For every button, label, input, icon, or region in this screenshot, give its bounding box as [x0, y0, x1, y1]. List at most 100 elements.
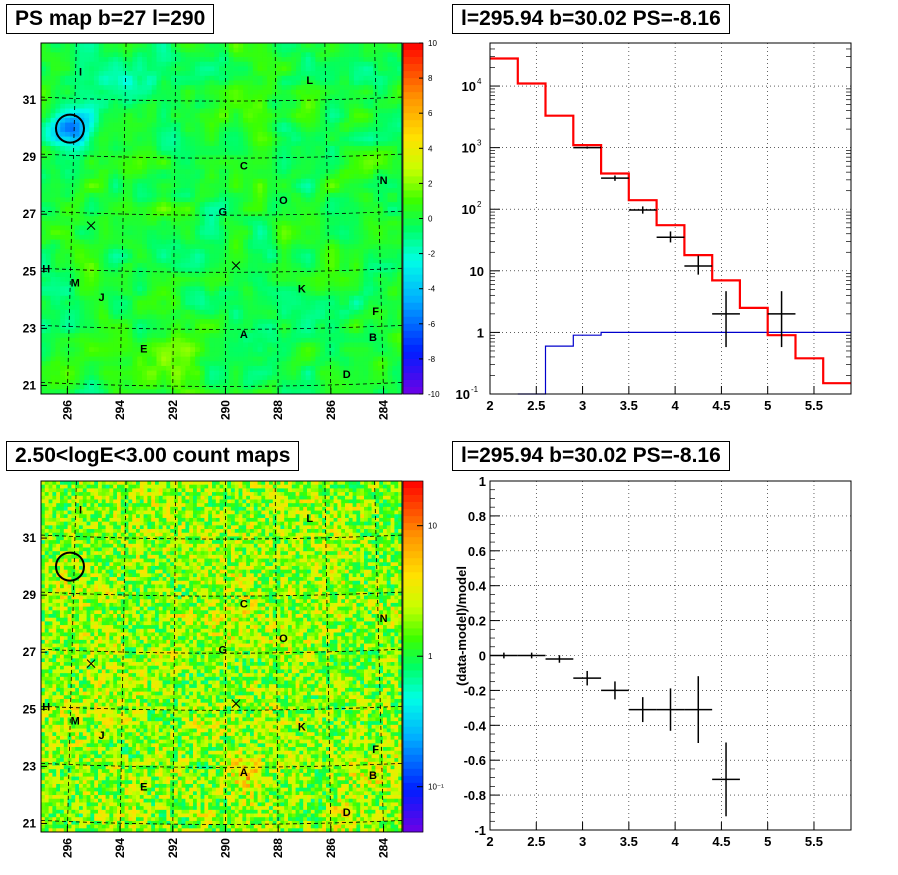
map-cell	[353, 351, 360, 357]
map-cell	[170, 52, 177, 58]
map-cell	[74, 206, 80, 212]
map-cell	[118, 150, 124, 156]
map-cell	[349, 365, 355, 371]
map-cell	[127, 337, 133, 343]
map-cell	[291, 131, 297, 137]
map-cell	[190, 174, 196, 180]
map-cell	[214, 52, 220, 58]
map-cell	[257, 239, 263, 245]
map-cell	[310, 192, 316, 198]
map-cell	[98, 267, 104, 273]
map-cell	[195, 281, 201, 287]
map-cell	[65, 99, 71, 105]
map-cell	[247, 108, 254, 114]
map-cell	[204, 183, 210, 189]
map-cell	[247, 347, 254, 353]
map-cell	[79, 197, 85, 203]
map-cell	[349, 183, 355, 189]
map-cell	[310, 375, 316, 381]
map-cell	[267, 389, 273, 395]
map-cell	[103, 71, 109, 77]
map-cell	[45, 108, 52, 114]
map-cell	[349, 314, 355, 320]
map-cell	[272, 314, 278, 320]
map-cell	[252, 300, 258, 306]
map-cell	[252, 85, 258, 91]
map-cell	[252, 57, 258, 63]
map-cell	[329, 244, 336, 250]
map-cell	[262, 300, 268, 306]
map-cell	[320, 267, 326, 273]
map-cell	[113, 94, 119, 100]
map-cell	[50, 202, 56, 208]
map-cell	[122, 356, 129, 362]
map-cell	[334, 141, 340, 147]
map-cell	[324, 150, 331, 156]
map-cell	[65, 80, 71, 86]
map-cell	[98, 305, 104, 311]
map-cell	[98, 211, 104, 217]
map-cell	[146, 248, 153, 254]
map-cell	[320, 295, 326, 301]
map-cell	[127, 309, 133, 315]
map-cell	[296, 277, 302, 283]
map-cell	[122, 333, 129, 339]
map-cell	[60, 300, 66, 306]
map-cell	[223, 80, 230, 86]
map-cell	[60, 295, 66, 301]
map-cell	[209, 136, 215, 142]
map-cell	[74, 239, 80, 245]
map-cell	[320, 262, 326, 269]
map-cell	[214, 351, 220, 357]
map-cell	[118, 333, 124, 339]
map-cell	[358, 47, 364, 53]
map-cell	[122, 281, 129, 287]
map-cell	[93, 262, 100, 269]
map-cell	[329, 99, 336, 105]
map-cell	[132, 57, 138, 63]
map-cell	[219, 389, 225, 395]
map-cell	[127, 192, 133, 198]
map-cell	[262, 356, 268, 362]
map-cell	[349, 342, 355, 348]
map-cell	[233, 113, 239, 119]
map-cell	[223, 258, 230, 264]
map-cell	[45, 183, 52, 189]
map-cell	[219, 197, 225, 203]
map-cell	[151, 291, 157, 297]
map-cell	[276, 94, 283, 100]
map-cell	[243, 131, 249, 137]
map-cell	[291, 239, 297, 245]
map-cell	[69, 291, 76, 297]
map-cell	[272, 328, 278, 334]
map-cell	[252, 361, 258, 367]
map-cell	[353, 117, 360, 123]
map-cell	[185, 197, 191, 203]
map-cell	[89, 379, 95, 386]
map-cell	[281, 202, 287, 208]
map-cell	[344, 71, 350, 77]
map-cell	[55, 384, 61, 390]
map-cell	[219, 145, 225, 152]
map-cell	[89, 333, 95, 339]
map-cell	[291, 248, 297, 254]
map-cell	[93, 206, 100, 212]
map-cell	[238, 314, 244, 320]
map-cell	[257, 248, 263, 254]
map-cell	[103, 333, 109, 339]
map-cell	[50, 272, 56, 278]
map-cell	[195, 262, 201, 269]
map-cell	[262, 43, 268, 49]
map-cell	[74, 244, 80, 250]
map-cell	[55, 174, 61, 180]
map-cell	[214, 174, 220, 180]
map-cell	[339, 234, 345, 240]
map-cell	[334, 295, 340, 301]
map-cell	[291, 370, 297, 376]
map-cell	[353, 169, 360, 175]
map-cell	[180, 328, 186, 334]
map-cell	[353, 43, 360, 49]
map-cell	[166, 244, 172, 250]
map-cell	[223, 244, 230, 250]
map-cell	[190, 43, 196, 49]
